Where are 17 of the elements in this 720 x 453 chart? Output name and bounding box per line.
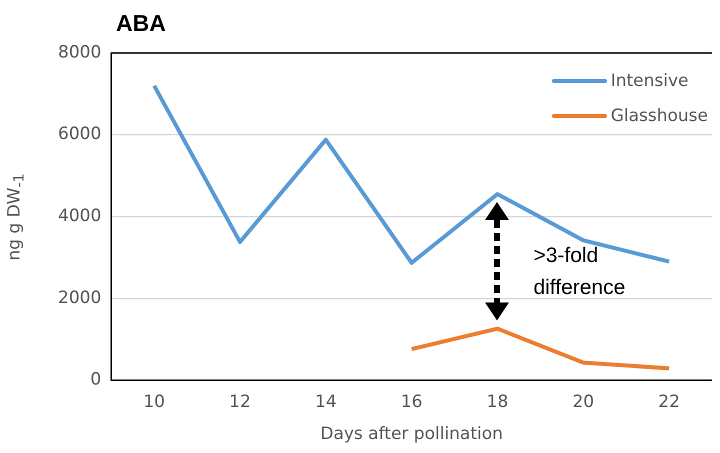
legend-label: Intensive: [610, 70, 688, 90]
x-axis-title: Days after pollination: [320, 424, 503, 444]
y-tick-label: 8000: [58, 42, 102, 62]
chart-title: ABA: [116, 10, 166, 37]
x-tick-label: 22: [658, 392, 680, 412]
x-tick-label: 20: [572, 392, 594, 412]
y-tick-label: 2000: [58, 288, 102, 308]
x-tick-label: 12: [229, 392, 251, 412]
x-tick-label: 10: [143, 392, 165, 412]
y-tick-label: 6000: [58, 124, 102, 144]
y-tick-label: 4000: [58, 206, 102, 226]
legend-label: Glasshouse: [610, 106, 708, 126]
x-tick-label: 18: [486, 392, 508, 412]
annotation: >3-fold difference: [533, 243, 626, 302]
x-tick-label: 16: [400, 392, 422, 412]
x-tick-label: 14: [314, 392, 337, 412]
y-tick-label: 0: [90, 370, 102, 390]
